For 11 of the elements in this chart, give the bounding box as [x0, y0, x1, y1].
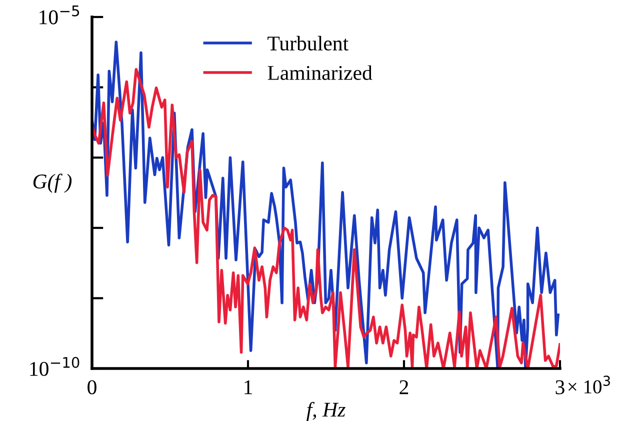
x-tick-label: 3: [556, 380, 564, 394]
x-tick-label: 1: [244, 380, 252, 394]
legend-label: Turbulent: [268, 36, 348, 51]
y-tick-label: 10$^{−10}$: [30, 356, 80, 376]
legend-label: Laminarized: [268, 65, 372, 80]
y-tick-label: 10$^{−5}$: [40, 6, 80, 24]
text: × 10$^{3}$: [568, 376, 610, 394]
x-tick-label: 2: [400, 380, 408, 394]
y-axis-title: G(f ): [33, 174, 72, 193]
x-axis-title: f, Hz: [306, 402, 346, 421]
x-tick-label: 0: [88, 380, 96, 394]
